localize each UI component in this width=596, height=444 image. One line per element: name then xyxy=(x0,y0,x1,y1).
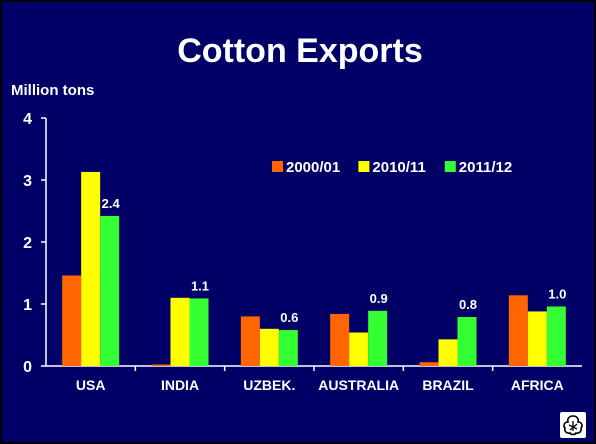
x-tick-label: USA xyxy=(76,377,106,393)
y-tick-label: 4 xyxy=(23,111,32,128)
legend-swatch xyxy=(358,161,370,172)
y-axis-label: Million tons xyxy=(11,82,95,99)
bar-africa-2010-11 xyxy=(527,311,547,366)
legend-swatch xyxy=(444,161,456,172)
bar-uzbek-2011-12 xyxy=(278,330,298,366)
bar-india-2011-12 xyxy=(189,298,209,366)
x-tick-label: AUSTRALIA xyxy=(318,377,399,393)
bar-africa-2011-12 xyxy=(546,306,566,366)
bar-brazil-2011-12 xyxy=(457,317,477,366)
legend-label: 2010/11 xyxy=(372,159,425,176)
chart-title: Cotton Exports xyxy=(177,32,423,70)
bar-australia-2000-01 xyxy=(330,313,350,366)
data-label: 0.6 xyxy=(280,310,298,325)
data-label: 1.1 xyxy=(191,278,209,293)
bar-usa-2000-01 xyxy=(62,275,82,366)
bar-brazil-2000-01 xyxy=(419,362,439,366)
data-label: 2.4 xyxy=(102,196,121,211)
legend-label: 2011/12 xyxy=(459,159,512,176)
bar-australia-2010-11 xyxy=(349,332,369,366)
bar-uzbek-2010-11 xyxy=(259,328,279,366)
x-tick-label: BRAZIL xyxy=(422,377,474,393)
data-label: 1.0 xyxy=(548,286,566,301)
data-label: 0.9 xyxy=(370,291,388,306)
legend-swatch xyxy=(272,161,283,172)
y-tick-label: 3 xyxy=(23,173,32,190)
x-tick-label: AFRICA xyxy=(511,377,564,393)
bar-usa-2010-11 xyxy=(81,171,101,366)
data-label: 0.8 xyxy=(459,297,477,312)
bar-usa-2011-12 xyxy=(100,215,120,366)
y-tick-label: 0 xyxy=(23,359,32,376)
y-tick-label: 1 xyxy=(23,297,32,314)
bar-india-2010-11 xyxy=(170,297,190,366)
x-tick-label: INDIA xyxy=(161,377,199,393)
bar-uzbek-2000-01 xyxy=(240,316,260,366)
bar-india-2000-01 xyxy=(151,364,171,366)
bar-brazil-2010-11 xyxy=(438,339,458,366)
cotton-boll-icon xyxy=(560,412,586,438)
y-tick-label: 2 xyxy=(23,235,32,252)
x-tick-label: UZBEK. xyxy=(243,377,295,393)
bar-africa-2000-01 xyxy=(508,295,528,366)
bar-australia-2011-12 xyxy=(368,310,388,366)
legend-label: 2000/01 xyxy=(286,159,340,176)
